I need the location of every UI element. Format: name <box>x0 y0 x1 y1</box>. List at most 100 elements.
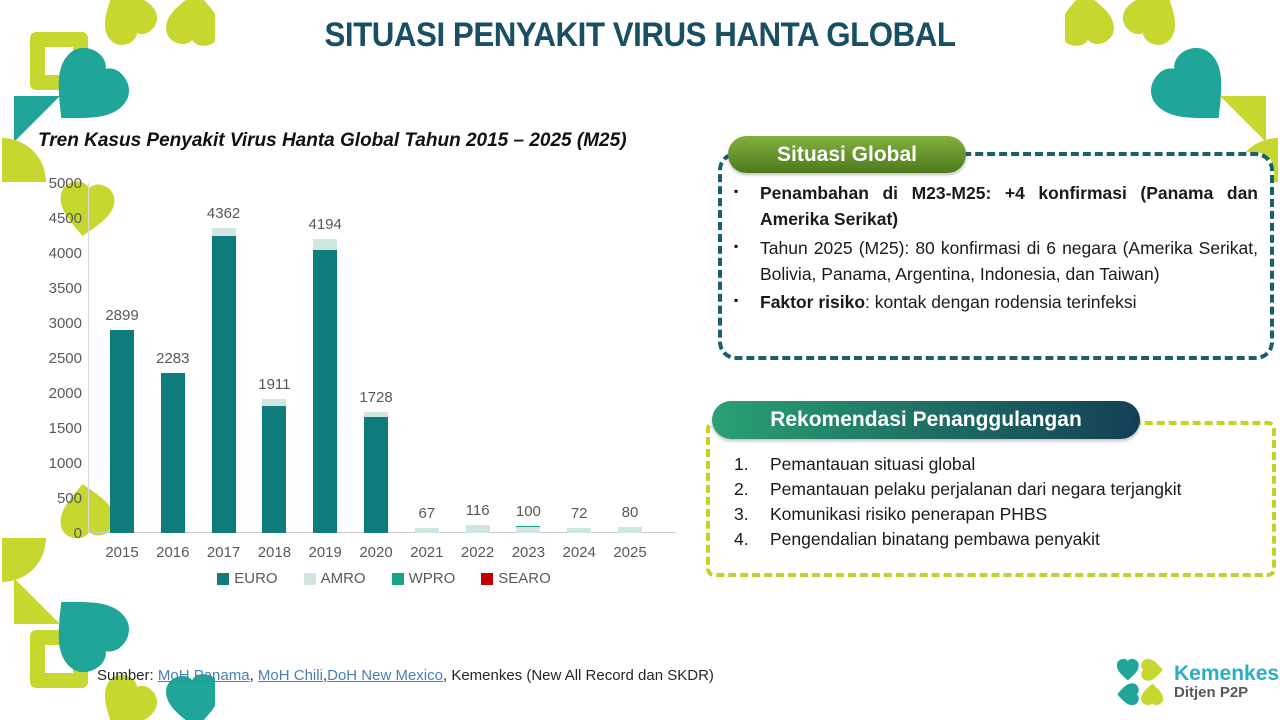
bar-value-label-2016: 2283 <box>156 350 190 368</box>
source-text: , Kemenkes (New All Record dan SKDR) <box>442 667 714 684</box>
bar-segment-amro-2018 <box>262 399 287 406</box>
situasi-global-header: Situasi Global <box>728 136 966 173</box>
bar-segment-amro-2021 <box>414 528 439 533</box>
situasi-bullets: ▪ Penambahan di M23-M25: +4 konfirmasi (P… <box>734 180 1258 317</box>
bar-value-label-2023: 100 <box>515 503 541 520</box>
x-tick-label-2025: 2025 <box>613 544 647 561</box>
situasi-global-panel <box>718 152 1274 360</box>
rekomendasi-item-number: 1. <box>734 454 749 474</box>
rekomendasi-item-number: 2. <box>734 478 749 499</box>
bullet-text: Tahun 2025 (M25): 80 konfirmasi di 6 neg… <box>760 235 1258 288</box>
y-tick-label: 3000 <box>48 315 82 332</box>
bar-segment-euro-2017 <box>211 235 236 533</box>
legend-label: SEARO <box>498 570 551 587</box>
bar-segment-amro-2025 <box>618 527 642 533</box>
rekomendasi-panel <box>706 421 1276 577</box>
bar-segment-amro-2020 <box>364 412 388 418</box>
x-tick-label-2019: 2019 <box>308 544 342 561</box>
x-tick-label-2018: 2018 <box>257 544 292 561</box>
page-title: SITUASI PENYAKIT VIRUS HANTA GLOBAL <box>324 16 956 54</box>
bar-value-label-2015: 2899 <box>105 307 139 325</box>
legend-swatch-euro <box>217 572 230 585</box>
rekomendasi-item-4: 4. Pengendalian binatang pembawa penyakit <box>734 527 1262 552</box>
bullet-text: Faktor risiko: kontak dengan rodensia te… <box>760 289 1258 315</box>
source-text: , <box>322 667 328 684</box>
bullet-text-segment: : kontak dengan rodensia terinfeksi <box>865 292 1137 312</box>
rekomendasi-item-2: 2. Pemantauan pelaku perjalanan dari nega… <box>734 477 1262 502</box>
y-tick-label: 500 <box>56 490 82 507</box>
legend-item-wpro: WPRO <box>391 570 456 587</box>
hanta-trend-chart: Tren Kasus Penyakit Virus Hanta Global T… <box>38 130 703 610</box>
bar-value-label-2024: 72 <box>570 504 588 522</box>
bullet-marker: ▪ <box>734 184 739 198</box>
bar-segment-amro-2024 <box>567 527 592 533</box>
legend-item-euro: EURO <box>217 570 278 587</box>
source-text: , <box>249 667 258 684</box>
rekomendasi-item-1: 1. Pemantauan situasi global <box>734 452 1262 477</box>
logo-brand-label: Kemenkes <box>1174 661 1280 685</box>
rekomendasi-item-text: Pemantauan pelaku perjalanan dari negara… <box>770 478 1182 499</box>
bullet-text: Penambahan di M23-M25: +4 konfirmasi (Pa… <box>760 180 1258 233</box>
rekomendasi-item-text: Pemantauan situasi global <box>770 454 976 474</box>
bar-segment-euro-2018 <box>262 405 287 533</box>
legend-label: EURO <box>234 570 278 587</box>
kemenkes-logo: Kemenkes Ditjen P2P <box>1114 656 1279 708</box>
source-link[interactable]: DoH New Mexico <box>327 667 443 684</box>
legend-item-amro: AMRO <box>303 570 366 587</box>
bar-segment-amro-2019 <box>313 239 338 251</box>
bullet-text-segment: Penambahan di M23-M25: +4 konfirmasi (Pa… <box>760 183 1258 230</box>
bar-segment-euro-2015 <box>110 330 134 533</box>
logo-sub-label: Ditjen P2P <box>1174 683 1249 701</box>
legend-label: WPRO <box>408 570 456 587</box>
legend-swatch-searo <box>481 572 494 585</box>
bullet-text-segment: Faktor risiko <box>760 292 866 312</box>
y-tick-label: 2500 <box>48 350 82 367</box>
situasi-bullet-1: ▪ Penambahan di M23-M25: +4 konfirmasi (P… <box>734 180 1258 233</box>
rekomendasi-item-text: Komunikasi risiko penerapan PHBS <box>770 503 1048 524</box>
bar-value-label-2019: 4194 <box>308 216 342 234</box>
x-tick-label-2015: 2015 <box>105 544 139 561</box>
y-tick-label: 4000 <box>48 245 82 262</box>
chart-plot: 0 500 1000 1500 2000 2500 3000 3500 4000 4500 5000… <box>49 175 678 561</box>
legend-swatch-amro <box>303 572 316 585</box>
bar-value-label-2022: 116 <box>465 501 490 519</box>
legend-item-searo: SEARO <box>481 570 551 587</box>
y-tick-label: 0 <box>73 525 82 542</box>
bar-segment-euro-2016 <box>160 373 185 533</box>
x-tick-label-2024: 2024 <box>562 544 596 561</box>
bullet-marker: ▪ <box>734 293 739 307</box>
bullet-marker: ▪ <box>734 238 739 253</box>
kemenkes-logo-icon <box>1116 658 1164 706</box>
rekomendasi-item-number: 4. <box>734 528 749 549</box>
chart-legend: EURO AMRO WPRO SEARO <box>90 570 678 587</box>
y-axis-line <box>88 183 89 533</box>
y-tick-label: 5000 <box>48 175 82 192</box>
legend-label: AMRO <box>320 570 366 587</box>
rekomendasi-item-text: Pengendalian binatang pembawa penyakit <box>770 528 1100 549</box>
bar-segment-amro-2022 <box>465 524 490 533</box>
rekomendasi-item-3: 3. Komunikasi risiko penerapan PHBS <box>734 502 1262 527</box>
bar-value-label-2021: 67 <box>418 505 436 523</box>
chart-title: Tren Kasus Penyakit Virus Hanta Global T… <box>38 130 627 151</box>
rekomendasi-header: Rekomendasi Penanggulangan <box>712 401 1140 439</box>
y-tick-label: 1500 <box>48 420 82 437</box>
source-text: Sumber: <box>97 667 158 684</box>
y-tick-label: 4500 <box>48 210 82 227</box>
kemenkes-logo-text: Kemenkes Ditjen P2P <box>1174 661 1280 702</box>
y-tick-label: 2000 <box>48 385 82 402</box>
source-line: Sumber: MoH Panama, MoH Chili,DoH New Me… <box>97 667 714 684</box>
rekomendasi-item-number: 3. <box>734 503 749 524</box>
x-tick-label-2023: 2023 <box>511 544 546 561</box>
legend-swatch-wpro <box>391 572 404 585</box>
source-link[interactable]: MoH Panama <box>157 667 250 684</box>
bar-value-label-2017: 4362 <box>206 204 241 222</box>
source-link[interactable]: MoH Chili <box>257 667 323 684</box>
bar-segment-euro-2020 <box>364 417 388 533</box>
bar-segment-amro-2023 <box>516 527 541 533</box>
situasi-bullet-3: ▪ Faktor risiko: kontak dengan rodensia t… <box>734 289 1258 315</box>
bar-segment-euro-2019 <box>313 250 338 533</box>
situasi-bullet-2: ▪ Tahun 2025 (M25): 80 konfirmasi di 6 ne… <box>734 235 1258 288</box>
rekomendasi-list: 1. Pemantauan situasi global 2. Pemantauan … <box>734 452 1262 551</box>
bar-value-label-2020: 1728 <box>359 389 393 407</box>
y-tick-label: 1000 <box>48 455 82 472</box>
